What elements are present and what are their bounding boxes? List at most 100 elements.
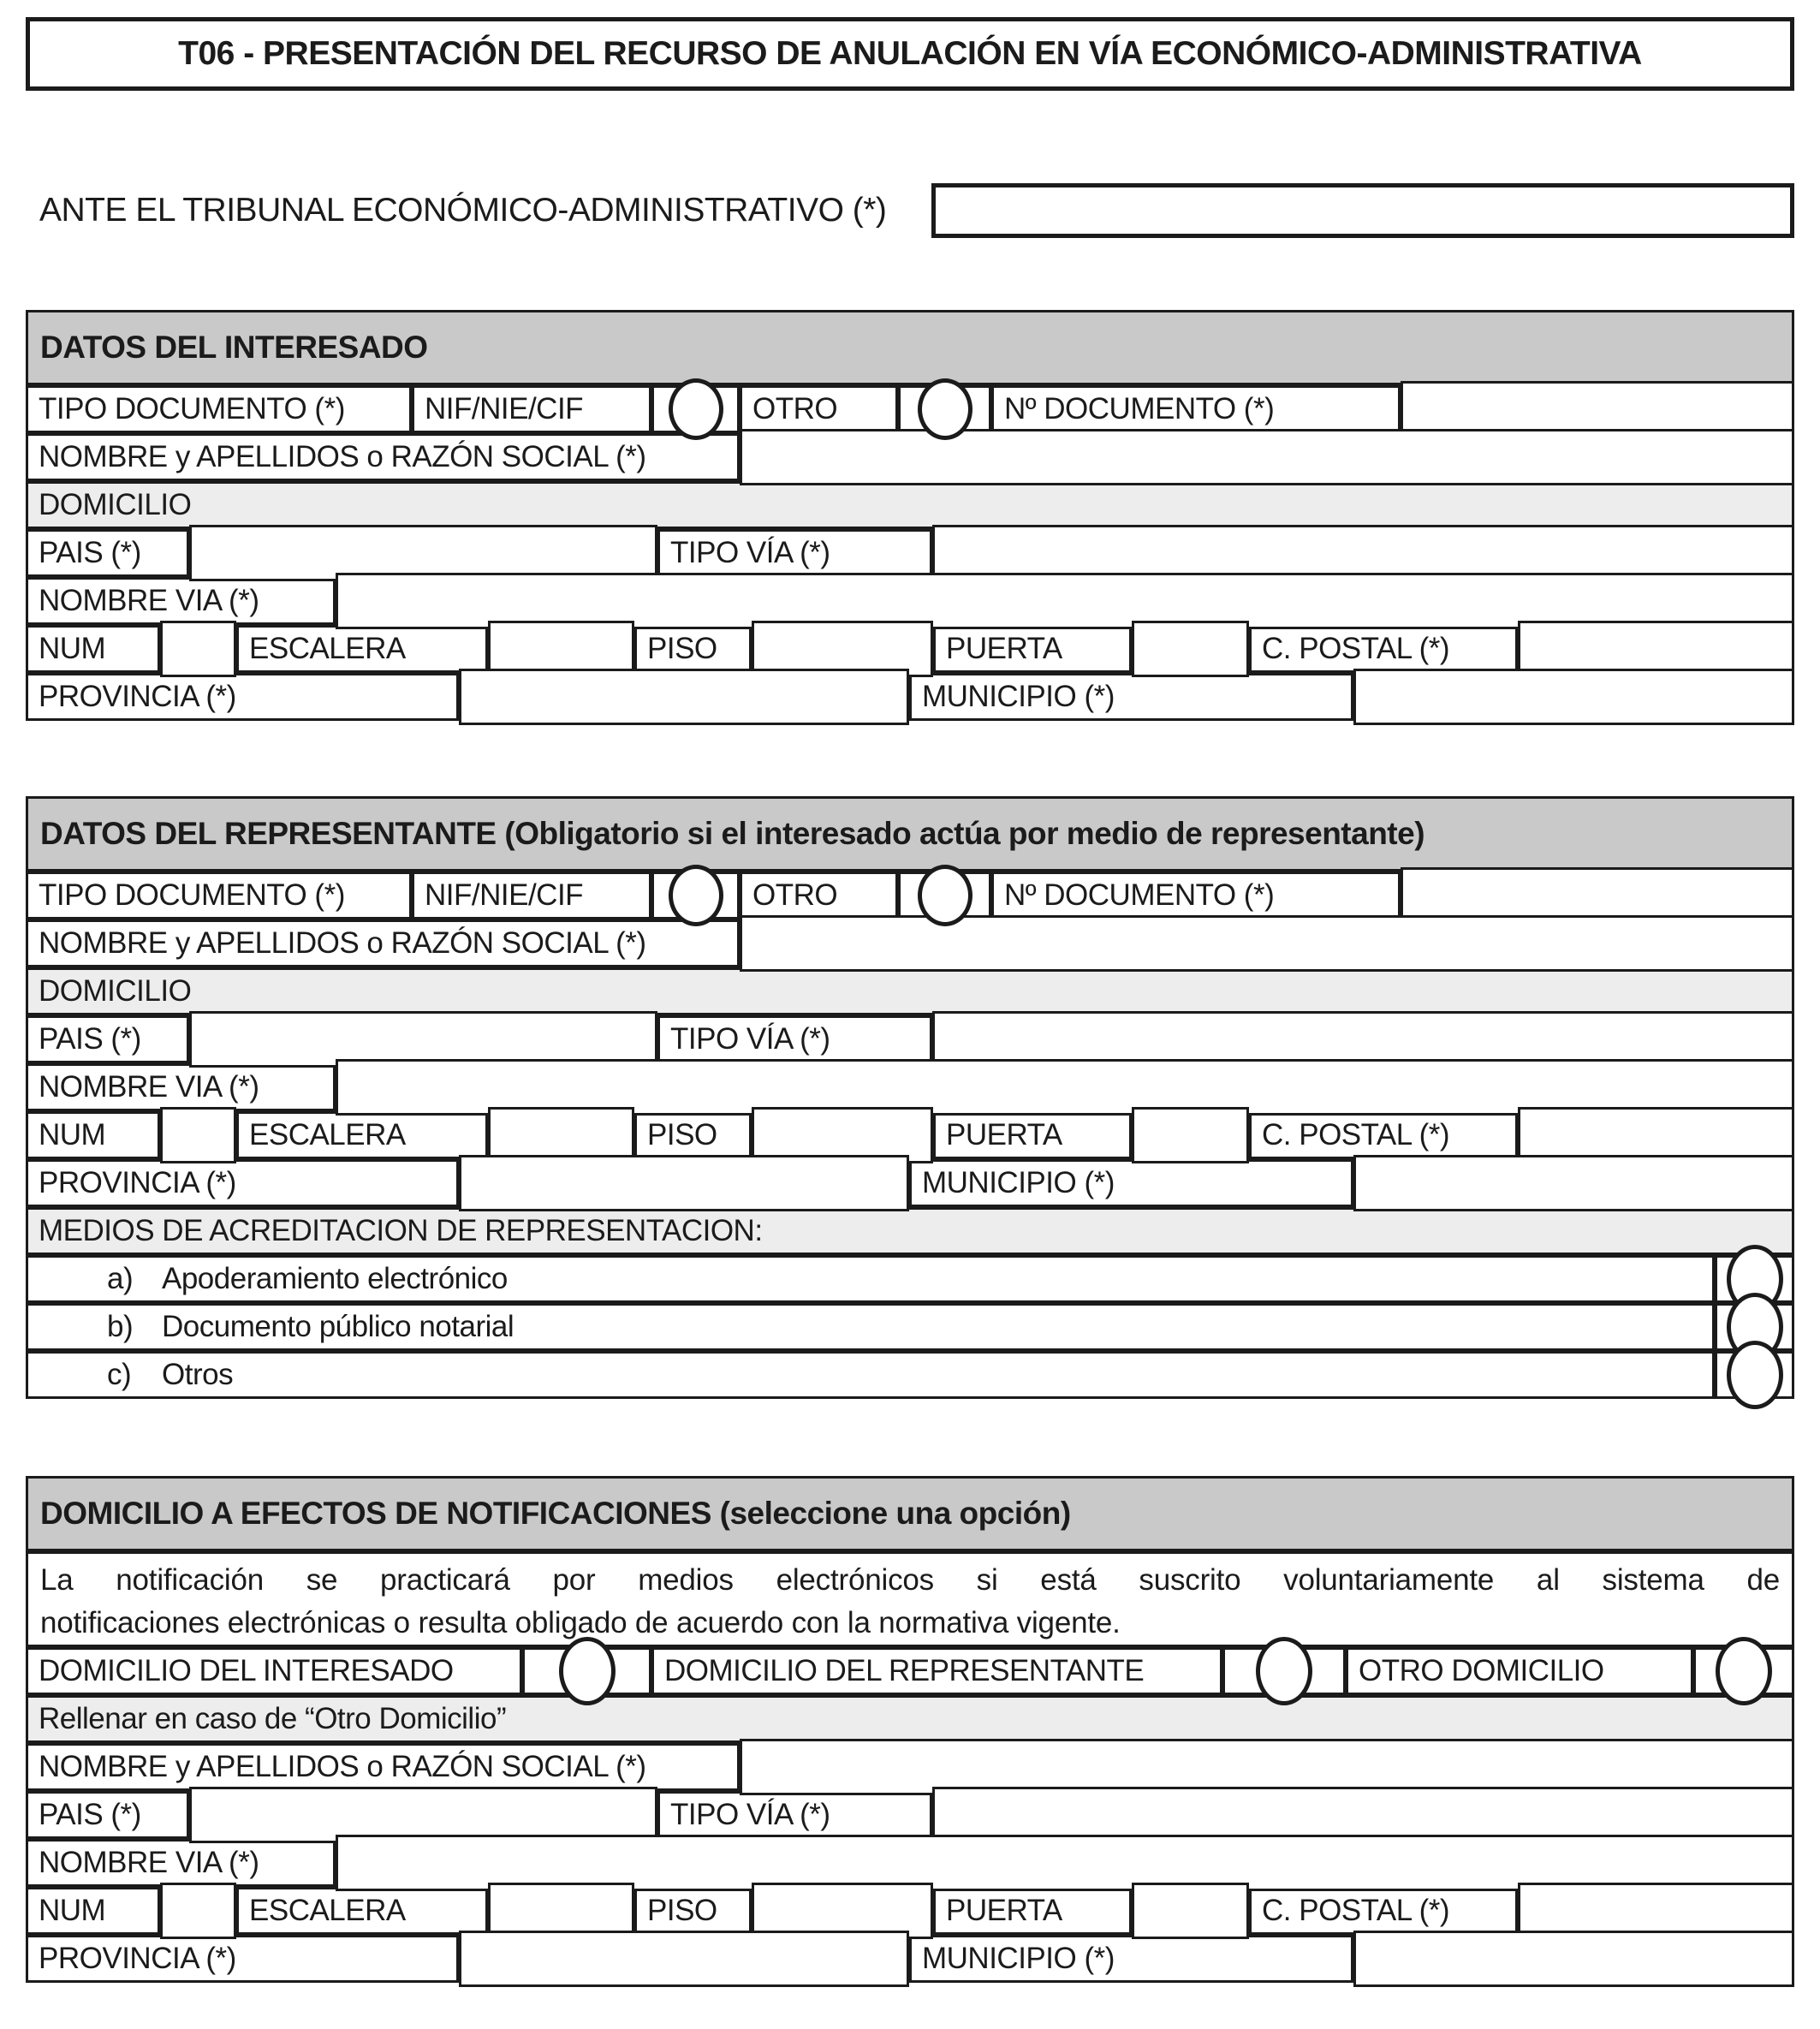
notificaciones-input-provincia[interactable] <box>459 1931 909 1987</box>
label-otro-domicilio: OTRO DOMICILIO <box>1346 1647 1693 1695</box>
label-num: NUM <box>26 1887 160 1935</box>
label-puerta: PUERTA <box>933 1111 1132 1159</box>
radio-otro-domicilio[interactable] <box>1716 1637 1772 1705</box>
label-pais: PAIS (*) <box>26 1015 189 1063</box>
representante-input-num-documento[interactable] <box>1401 867 1794 924</box>
row-medio-a: a) Apoderamiento electrónico <box>26 1245 1794 1313</box>
subheader-medios-acreditacion: MEDIOS DE ACREDITACION DE REPRESENTACION… <box>26 1207 1794 1255</box>
row-nombre-razon: NOMBRE y APELLIDOS o RAZÓN SOCIAL (*) <box>26 915 1794 972</box>
label-municipio: MUNICIPIO (*) <box>909 1935 1353 1983</box>
label-tipo-via: TIPO VÍA (*) <box>657 1015 932 1063</box>
representante-input-nombre-razon[interactable] <box>740 915 1794 972</box>
interesado-input-municipio[interactable] <box>1353 669 1794 725</box>
form-title: T06 - PRESENTACIÓN DEL RECURSO DE ANULAC… <box>26 17 1794 91</box>
row-notificacion-paragraph: La notificación se practicará por medios… <box>26 1551 1794 1647</box>
interesado-input-c-postal[interactable] <box>1518 621 1794 677</box>
tribunal-input[interactable] <box>931 183 1794 238</box>
representante-radio-otro[interactable] <box>917 865 972 926</box>
tribunal-label: ANTE EL TRIBUNAL ECONÓMICO-ADMINISTRATIV… <box>39 192 887 229</box>
label-municipio: MUNICIPIO (*) <box>909 673 1353 721</box>
representante-input-puerta[interactable] <box>1132 1107 1249 1163</box>
representante-input-nombre-via[interactable] <box>336 1059 1794 1116</box>
label-nif-nie-cif: NIF/NIE/CIF <box>412 385 651 433</box>
label-otro: OTRO <box>740 385 898 433</box>
interesado-input-nombre-via[interactable] <box>336 573 1794 629</box>
interesado-input-pais[interactable] <box>189 525 657 581</box>
medio-a-key: a) <box>107 1262 134 1295</box>
label-tipo-documento: TIPO DOCUMENTO (*) <box>26 385 412 433</box>
row-pais-tipovia: PAIS (*) TIPO VÍA (*) <box>26 525 1794 581</box>
label-puerta: PUERTA <box>933 1887 1132 1935</box>
section-header: DOMICILIO A EFECTOS DE NOTIFICACIONES (s… <box>26 1476 1794 1551</box>
row-domicilio-subheader: DOMICILIO <box>26 967 1794 1015</box>
section-header: DATOS DEL REPRESENTANTE (Obligatorio si … <box>26 796 1794 872</box>
label-provincia: PROVINCIA (*) <box>26 1935 459 1983</box>
interesado-input-num[interactable] <box>160 621 236 677</box>
label-escalera: ESCALERA <box>236 1111 488 1159</box>
label-num-documento: Nº DOCUMENTO (*) <box>991 872 1401 919</box>
subheader-domicilio: DOMICILIO <box>26 481 1794 529</box>
row-nombre-via: NOMBRE VIA (*) <box>26 573 1794 629</box>
radio-domicilio-interesado[interactable] <box>558 1637 616 1705</box>
row-nombre-via: NOMBRE VIA (*) <box>26 1835 1794 1891</box>
radio-cell <box>898 378 991 440</box>
medio-b-key: b) <box>107 1310 134 1343</box>
representante-input-provincia[interactable] <box>459 1155 909 1211</box>
label-puerta: PUERTA <box>933 625 1132 673</box>
interesado-input-puerta[interactable] <box>1132 621 1249 677</box>
interesado-input-nombre-razon[interactable] <box>740 429 1794 485</box>
interesado-input-provincia[interactable] <box>459 669 909 725</box>
label-pais: PAIS (*) <box>26 1791 189 1839</box>
label-num-documento: Nº DOCUMENTO (*) <box>991 385 1401 433</box>
radio-domicilio-representante[interactable] <box>1256 1637 1312 1705</box>
medio-c-label: c) Otros <box>26 1351 1715 1399</box>
row-provincia-municipio: PROVINCIA (*) MUNICIPIO (*) <box>26 1931 1794 1987</box>
label-nombre-razon: NOMBRE y APELLIDOS o RAZÓN SOCIAL (*) <box>26 1743 740 1791</box>
notificaciones-input-c-postal[interactable] <box>1518 1883 1794 1939</box>
label-escalera: ESCALERA <box>236 1887 488 1935</box>
representante-input-piso[interactable] <box>752 1107 933 1163</box>
medio-a-text: Apoderamiento electrónico <box>162 1262 508 1295</box>
paragraph-line-1: La notificación se practicará por medios… <box>40 1563 1780 1597</box>
notificaciones-input-pais[interactable] <box>189 1787 657 1843</box>
label-tipo-via: TIPO VÍA (*) <box>657 1791 932 1839</box>
row-tipo-documento: TIPO DOCUMENTO (*) NIF/NIE/CIF OTRO Nº D… <box>26 378 1794 440</box>
label-tipo-via: TIPO VÍA (*) <box>657 529 932 577</box>
medio-a-label: a) Apoderamiento electrónico <box>26 1255 1715 1303</box>
radio-otros[interactable] <box>1726 1341 1783 1409</box>
notificaciones-input-num[interactable] <box>160 1883 236 1939</box>
representante-input-num[interactable] <box>160 1107 236 1163</box>
label-piso: PISO <box>634 1887 752 1935</box>
radio-cell <box>522 1637 651 1705</box>
medio-b-label: b) Documento público notarial <box>26 1303 1715 1351</box>
row-provincia-municipio: PROVINCIA (*) MUNICIPIO (*) <box>26 669 1794 725</box>
interesado-radio-otro[interactable] <box>917 378 972 440</box>
label-nif-nie-cif: NIF/NIE/CIF <box>412 872 651 919</box>
subheader-rellenar-otro-domicilio: Rellenar en caso de “Otro Domicilio” <box>26 1695 1794 1743</box>
notificaciones-input-puerta[interactable] <box>1132 1883 1249 1939</box>
label-domicilio-representante: DOMICILIO DEL REPRESENTANTE <box>651 1647 1222 1695</box>
representante-input-pais[interactable] <box>189 1011 657 1068</box>
label-tipo-documento: TIPO DOCUMENTO (*) <box>26 872 412 919</box>
label-piso: PISO <box>634 625 752 673</box>
label-domicilio-interesado: DOMICILIO DEL INTERESADO <box>26 1647 522 1695</box>
notificaciones-input-nombre-via[interactable] <box>336 1835 1794 1891</box>
row-pais-tipovia: PAIS (*) TIPO VÍA (*) <box>26 1011 1794 1068</box>
representante-input-municipio[interactable] <box>1353 1155 1794 1211</box>
paragraph-line-2: notificaciones electrónicas o resulta ob… <box>40 1606 1121 1639</box>
notificaciones-input-municipio[interactable] <box>1353 1931 1794 1987</box>
radio-cell <box>1693 1637 1794 1705</box>
row-num-escalera-piso: NUM ESCALERA PISO PUERTA C. POSTAL (*) <box>26 1883 1794 1939</box>
label-num: NUM <box>26 625 160 673</box>
representante-radio-nif[interactable] <box>668 865 723 926</box>
radio-cell <box>1715 1341 1794 1409</box>
medio-c-key: c) <box>107 1358 132 1391</box>
medio-b-text: Documento público notarial <box>162 1310 514 1343</box>
interesado-radio-nif[interactable] <box>668 378 723 440</box>
label-num: NUM <box>26 1111 160 1159</box>
label-nombre-via: NOMBRE VIA (*) <box>26 1839 336 1887</box>
label-provincia: PROVINCIA (*) <box>26 1159 459 1207</box>
label-nombre-razon: NOMBRE y APELLIDOS o RAZÓN SOCIAL (*) <box>26 919 740 967</box>
label-provincia: PROVINCIA (*) <box>26 673 459 721</box>
row-medio-c: c) Otros <box>26 1341 1794 1409</box>
